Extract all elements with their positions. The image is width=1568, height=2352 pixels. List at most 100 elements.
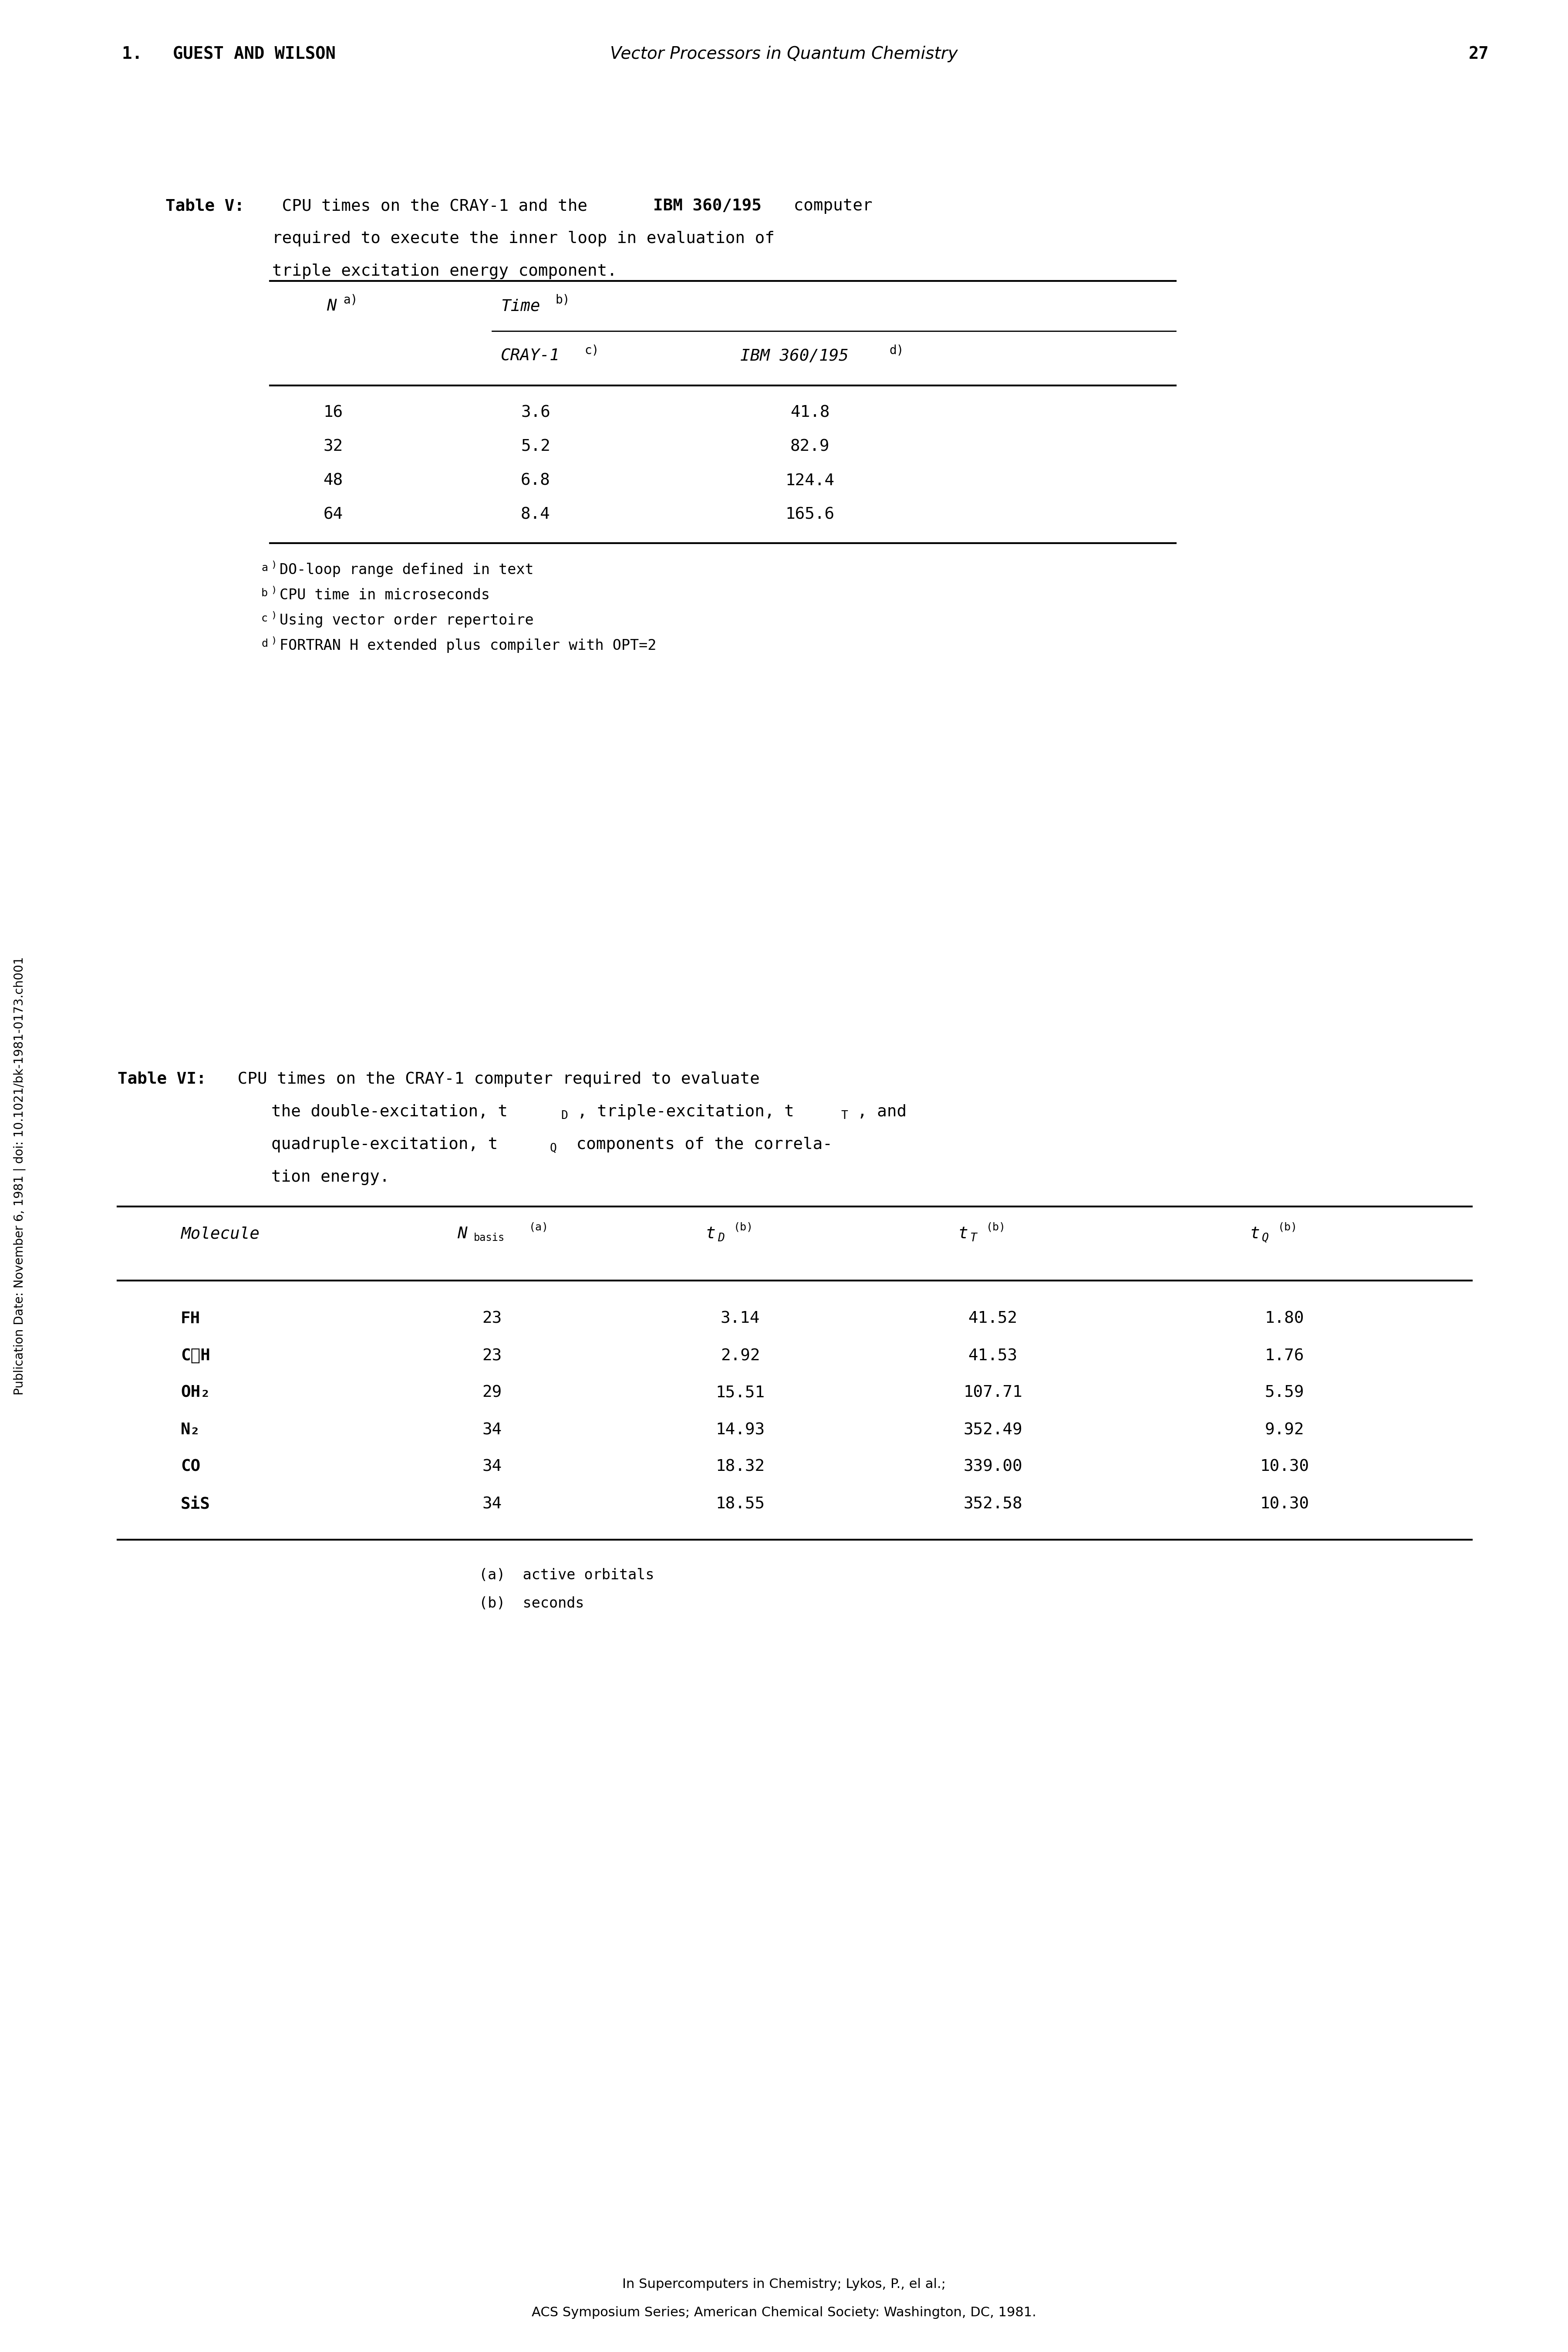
Text: 8.4: 8.4 <box>521 508 550 522</box>
Text: c: c <box>262 614 268 623</box>
Text: Molecule: Molecule <box>180 1225 260 1242</box>
Text: computer: computer <box>784 198 872 214</box>
Text: t: t <box>958 1225 967 1242</box>
Text: 16: 16 <box>323 405 343 421</box>
Text: required to execute the inner loop in evaluation of: required to execute the inner loop in ev… <box>273 230 775 247</box>
Text: 2.92: 2.92 <box>721 1348 760 1364</box>
Text: the double-excitation, t: the double-excitation, t <box>271 1103 508 1120</box>
Text: 18.32: 18.32 <box>715 1458 765 1475</box>
Text: 23: 23 <box>483 1310 502 1327</box>
Text: 339.00: 339.00 <box>963 1458 1022 1475</box>
Text: ACS Symposium Series; American Chemical Society: Washington, DC, 1981.: ACS Symposium Series; American Chemical … <box>532 2307 1036 2319</box>
Text: Publication Date: November 6, 1981 | doi: 10.1021/bk-1981-0173.ch001: Publication Date: November 6, 1981 | doi… <box>14 957 25 1395</box>
Text: c): c) <box>585 343 599 355</box>
Text: 15.51: 15.51 <box>715 1385 765 1402</box>
Text: Vector Processors in Quantum Chemistry: Vector Processors in Quantum Chemistry <box>610 45 958 61</box>
Text: 23: 23 <box>483 1348 502 1364</box>
Text: 34: 34 <box>483 1496 502 1512</box>
Text: 10.30: 10.30 <box>1261 1458 1309 1475</box>
Text: Using vector order repertoire: Using vector order repertoire <box>279 614 533 628</box>
Text: T: T <box>840 1110 848 1122</box>
Text: 32: 32 <box>323 440 343 454</box>
Text: 29: 29 <box>483 1385 502 1402</box>
Text: 107.71: 107.71 <box>963 1385 1022 1402</box>
Text: N₂: N₂ <box>180 1423 201 1437</box>
Text: 124.4: 124.4 <box>786 473 834 489</box>
Text: 1.76: 1.76 <box>1265 1348 1305 1364</box>
Text: 6.8: 6.8 <box>521 473 550 489</box>
Text: IBM 360/195: IBM 360/195 <box>740 348 848 365</box>
Text: OH₂: OH₂ <box>180 1385 210 1402</box>
Text: a): a) <box>343 294 358 306</box>
Text: 34: 34 <box>483 1423 502 1437</box>
Text: (b): (b) <box>986 1221 1005 1232</box>
Text: (a): (a) <box>528 1221 549 1232</box>
Text: d: d <box>262 637 268 649</box>
Text: 165.6: 165.6 <box>786 508 834 522</box>
Text: CRAY-1: CRAY-1 <box>500 348 560 365</box>
Text: a: a <box>262 562 268 574</box>
Text: 27: 27 <box>1469 45 1490 61</box>
Text: b: b <box>262 588 268 597</box>
Text: Q: Q <box>1262 1232 1269 1244</box>
Text: 14.93: 14.93 <box>715 1423 765 1437</box>
Text: In Supercomputers in Chemistry; Lykos, P., el al.;: In Supercomputers in Chemistry; Lykos, P… <box>622 2279 946 2291</box>
Text: b): b) <box>555 294 569 306</box>
Text: 41.8: 41.8 <box>790 405 829 421</box>
Text: Table VI:: Table VI: <box>118 1073 207 1087</box>
Text: FH: FH <box>180 1310 201 1327</box>
Text: D: D <box>718 1232 724 1244</box>
Text: 5.59: 5.59 <box>1265 1385 1305 1402</box>
Text: t: t <box>1250 1225 1259 1242</box>
Text: , triple-excitation, t: , triple-excitation, t <box>577 1103 793 1120</box>
Text: 41.52: 41.52 <box>967 1310 1018 1327</box>
Text: ): ) <box>271 586 276 595</box>
Text: IBM 360/195: IBM 360/195 <box>654 198 762 214</box>
Text: 48: 48 <box>323 473 343 489</box>
Text: Table V:: Table V: <box>166 198 245 214</box>
Text: 1.   GUEST AND WILSON: 1. GUEST AND WILSON <box>122 45 336 61</box>
Text: ): ) <box>271 637 276 644</box>
Text: t: t <box>706 1225 715 1242</box>
Text: (b): (b) <box>1278 1221 1298 1232</box>
Text: D: D <box>561 1110 568 1122</box>
Text: T: T <box>971 1232 977 1244</box>
Text: 3.6: 3.6 <box>521 405 550 421</box>
Text: quadruple-excitation, t: quadruple-excitation, t <box>271 1136 499 1152</box>
Text: CℓH: CℓH <box>180 1348 210 1364</box>
Text: 1.80: 1.80 <box>1265 1310 1305 1327</box>
Text: Time: Time <box>500 299 539 315</box>
Text: CO: CO <box>180 1458 201 1475</box>
Text: 352.49: 352.49 <box>963 1423 1022 1437</box>
Text: FORTRAN H extended plus compiler with OPT=2: FORTRAN H extended plus compiler with OP… <box>279 637 657 654</box>
Text: 82.9: 82.9 <box>790 440 829 454</box>
Text: 9.92: 9.92 <box>1265 1423 1305 1437</box>
Text: basis: basis <box>474 1232 505 1244</box>
Text: 10.30: 10.30 <box>1261 1496 1309 1512</box>
Text: CPU times on the CRAY-1 and the: CPU times on the CRAY-1 and the <box>273 198 597 214</box>
Text: N: N <box>458 1225 467 1242</box>
Text: 18.55: 18.55 <box>715 1496 765 1512</box>
Text: SiS: SiS <box>180 1496 210 1512</box>
Text: d): d) <box>889 343 903 355</box>
Text: CPU time in microseconds: CPU time in microseconds <box>279 588 489 602</box>
Text: (b): (b) <box>734 1221 753 1232</box>
Text: DO-loop range defined in text: DO-loop range defined in text <box>279 562 533 576</box>
Text: ): ) <box>271 612 276 621</box>
Text: Q: Q <box>550 1143 557 1155</box>
Text: triple excitation energy component.: triple excitation energy component. <box>273 263 616 280</box>
Text: CPU times on the CRAY-1 computer required to evaluate: CPU times on the CRAY-1 computer require… <box>227 1073 760 1087</box>
Text: 352.58: 352.58 <box>963 1496 1022 1512</box>
Text: 64: 64 <box>323 508 343 522</box>
Text: N: N <box>326 299 337 315</box>
Text: (b)  seconds: (b) seconds <box>478 1597 585 1611</box>
Text: (a)  active orbitals: (a) active orbitals <box>478 1569 654 1583</box>
Text: components of the correla-: components of the correla- <box>566 1136 833 1152</box>
Text: 34: 34 <box>483 1458 502 1475</box>
Text: 5.2: 5.2 <box>521 440 550 454</box>
Text: , and: , and <box>858 1103 906 1120</box>
Text: 41.53: 41.53 <box>967 1348 1018 1364</box>
Text: ): ) <box>271 560 276 569</box>
Text: 3.14: 3.14 <box>721 1310 760 1327</box>
Text: tion energy.: tion energy. <box>271 1169 389 1185</box>
